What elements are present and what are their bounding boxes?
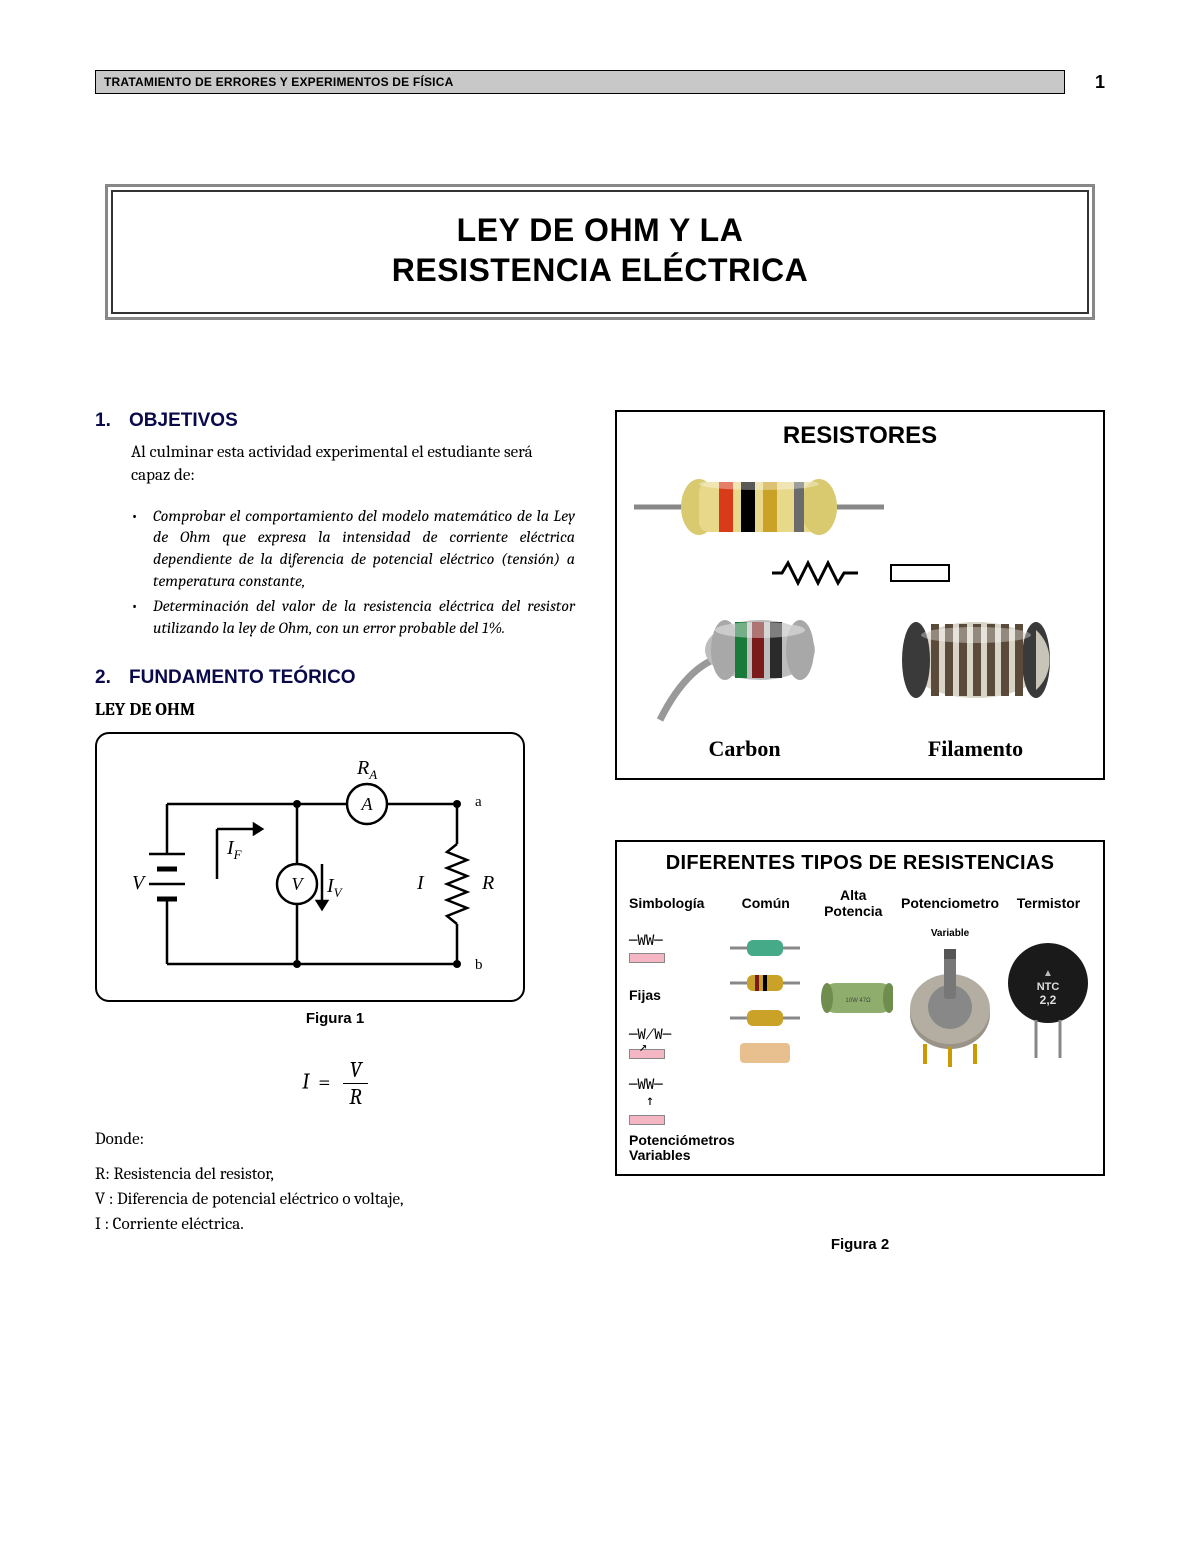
rect-symbol-icon: [890, 564, 950, 582]
section-1-intro: Al culminar esta actividad experimental …: [131, 442, 575, 488]
section-2-title: FUNDAMENTO TEÓRICO: [129, 667, 356, 688]
resistores-title: RESISTORES: [629, 422, 1091, 450]
def-i: I : Corriente eléctrica.: [95, 1213, 575, 1238]
variable-label: Variable: [931, 928, 969, 939]
def-v: V : Diferencia de potencial eléctrico o …: [95, 1188, 575, 1213]
svg-text:10W 47Ω: 10W 47Ω: [845, 998, 871, 1004]
page-number: 1: [1095, 72, 1105, 93]
termistor-illustration: ▲ NTC 2,2: [1006, 928, 1091, 1068]
title-line-1: LEY DE OHM Y LA: [457, 212, 744, 248]
document-title-frame: LEY DE OHM Y LA RESISTENCIA ELÉCTRICA: [105, 184, 1095, 320]
row-fijas: Fijas: [629, 987, 719, 1003]
types-title: DIFERENTES TIPOS DE RESISTENCIAS: [629, 852, 1091, 875]
node-b: b: [475, 957, 483, 973]
section-1-title: OBJETIVOS: [129, 410, 238, 431]
formula-eq: =: [318, 1069, 330, 1095]
col-term: Termistor: [1006, 895, 1091, 911]
filamento-label: Filamento: [881, 736, 1071, 762]
r-label: R: [481, 872, 494, 894]
definitions: R: Resistencia del resistor, V : Diferen…: [95, 1163, 575, 1237]
i-label: I: [416, 872, 425, 894]
ohm-formula: I = V R: [95, 1057, 575, 1110]
right-column: RESISTORES: [615, 410, 1105, 1283]
page-header: TRATAMIENTO DE ERRORES Y EXPERIMENTOS DE…: [95, 70, 1105, 94]
types-grid: Simbología Común Alta Potencia Potenciom…: [629, 887, 1091, 1164]
objective-item: Determinación del valor de la resistenci…: [131, 596, 575, 639]
alta-potencia-illustration: 10W 47Ω: [813, 973, 893, 1023]
circuit-diagram: V A V RA IF IV I R a b: [95, 732, 525, 1002]
col-pot: Potenciometro: [900, 895, 1000, 911]
comun-illustration: [725, 973, 805, 1023]
document-title: LEY DE OHM Y LA RESISTENCIA ELÉCTRICA: [123, 210, 1077, 290]
section-2-subheading: LEY DE OHM: [95, 699, 575, 720]
section-1-heading: 1.OBJETIVOS: [95, 410, 575, 432]
figure-2-caption: Figura 2: [615, 1236, 1105, 1253]
iv-label: IV: [326, 875, 344, 900]
section-2-number: 2.: [95, 667, 129, 689]
col-simbologia: Simbología: [629, 895, 719, 911]
section-2-heading: 2.FUNDAMENTO TEÓRICO: [95, 667, 575, 689]
objectives-list: Comprobar el comportamiento del modelo m…: [131, 506, 575, 640]
resistores-panel: RESISTORES: [615, 410, 1105, 780]
svg-text:NTC: NTC: [1037, 981, 1060, 993]
svg-text:2,2: 2,2: [1040, 993, 1057, 1007]
formula-denominator: R: [343, 1084, 368, 1110]
pot-symbols: ─WW─ ↑: [629, 1077, 719, 1129]
filament-resistor: Filamento: [881, 600, 1071, 762]
if-label: IF: [226, 837, 243, 862]
potenciometro-illustration: Variable: [900, 923, 1000, 1073]
zigzag-symbol-icon: [770, 560, 860, 586]
header-title: TRATAMIENTO DE ERRORES Y EXPERIMENTOS DE…: [95, 70, 1065, 94]
formula-numerator: V: [343, 1057, 368, 1084]
axial-resistor-illustration: [629, 462, 1091, 552]
ra-label: RA: [356, 757, 377, 782]
left-column: 1.OBJETIVOS Al culminar esta actividad e…: [95, 410, 575, 1283]
section-1-number: 1.: [95, 410, 129, 432]
formula-lhs: I: [302, 1069, 309, 1095]
col-comun: Común: [725, 895, 807, 911]
row-potvar: Potenciómetros Variables: [629, 1133, 719, 1164]
col-alta: Alta Potencia: [813, 887, 895, 919]
resistor-types-panel: DIFERENTES TIPOS DE RESISTENCIAS Simbolo…: [615, 840, 1105, 1176]
objective-item: Comprobar el comportamiento del modelo m…: [131, 506, 575, 592]
node-a: a: [475, 794, 482, 810]
svg-text:▲: ▲: [1043, 968, 1053, 979]
source-label: V: [132, 872, 147, 894]
carbon-label: Carbon: [650, 736, 840, 762]
carbon-resistor: Carbon: [650, 600, 840, 762]
variable-symbols: ─W̸W─ ↗: [629, 1027, 719, 1063]
def-r: R: Resistencia del resistor,: [95, 1163, 575, 1188]
title-line-2: RESISTENCIA ELÉCTRICA: [392, 252, 808, 288]
resistor-symbols: [629, 560, 1091, 586]
figure-1-caption: Figura 1: [95, 1010, 575, 1027]
fijas-symbols: ─WW─: [629, 933, 719, 963]
ammeter-label: A: [361, 794, 374, 814]
where-label: Donde:: [95, 1130, 575, 1149]
